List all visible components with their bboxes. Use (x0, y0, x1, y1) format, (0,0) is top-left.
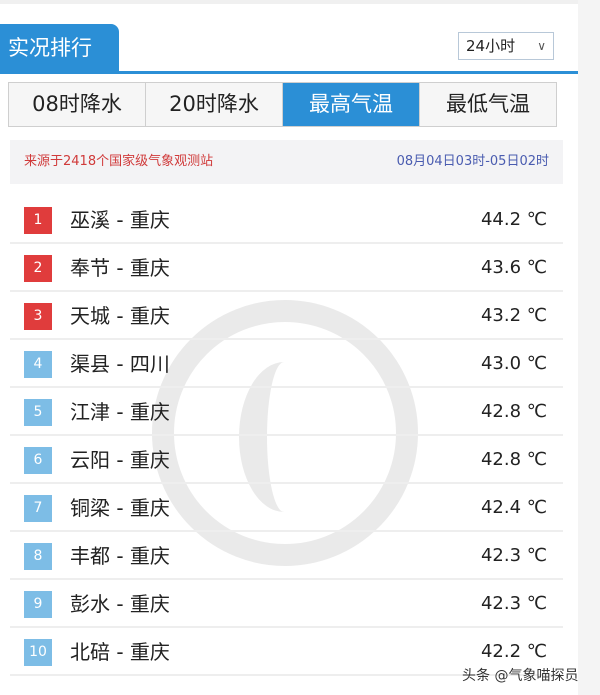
rank-badge: 3 (24, 303, 52, 330)
ranking-row[interactable]: 2 奉节 - 重庆 43.6 ℃ (10, 244, 563, 292)
top-divider (0, 0, 578, 4)
station-name: 丰都 - 重庆 (70, 544, 170, 568)
temperature-value: 44.2 ℃ (480, 209, 547, 230)
ranking-row[interactable]: 3 天城 - 重庆 43.2 ℃ (10, 292, 563, 340)
tab-2[interactable]: 20时降水 (146, 83, 283, 126)
temperature-value: 42.3 ℃ (480, 545, 547, 566)
ranking-row[interactable]: 4 渠县 - 四川 43.0 ℃ (10, 340, 563, 388)
temperature-value: 42.3 ℃ (480, 593, 547, 614)
side-margin (578, 0, 600, 695)
rank-badge: 5 (24, 399, 52, 426)
tab-4[interactable]: 最低气温 (420, 83, 556, 126)
station-name: 铜梁 - 重庆 (70, 496, 170, 520)
ranking-row[interactable]: 5 江津 - 重庆 42.8 ℃ (10, 388, 563, 436)
temperature-value: 42.8 ℃ (480, 449, 547, 470)
credit-watermark: 头条 @气象喵探员 (462, 668, 579, 684)
page-title: 实况排行 (0, 24, 119, 72)
tab-3[interactable]: 最高气温 (283, 83, 420, 126)
temperature-value: 42.4 ℃ (480, 497, 547, 518)
rank-badge: 1 (24, 207, 52, 234)
ranking-row[interactable]: 1 巫溪 - 重庆 44.2 ℃ (10, 196, 563, 244)
temperature-value: 42.2 ℃ (480, 641, 547, 662)
time-range: 08月04日03时-05日02时 (396, 154, 549, 169)
period-select[interactable]: 24小时 ∨ (458, 32, 554, 60)
temperature-value: 43.2 ℃ (480, 305, 547, 326)
ranking-row[interactable]: 7 铜梁 - 重庆 42.4 ℃ (10, 484, 563, 532)
station-name: 云阳 - 重庆 (70, 448, 170, 472)
station-name: 天城 - 重庆 (70, 304, 170, 328)
data-source: 来源于2418个国家级气象观测站 (24, 154, 214, 169)
header: 实况排行 24小时 ∨ (0, 24, 578, 74)
rank-badge: 4 (24, 351, 52, 378)
temperature-value: 43.6 ℃ (480, 257, 547, 278)
station-name: 彭水 - 重庆 (70, 592, 170, 616)
temperature-value: 42.8 ℃ (480, 401, 547, 422)
rank-badge: 9 (24, 591, 52, 618)
rank-badge: 2 (24, 255, 52, 282)
station-name: 北碚 - 重庆 (70, 640, 170, 664)
rank-badge: 10 (24, 639, 52, 666)
chevron-down-icon: ∨ (537, 39, 546, 53)
rank-badge: 6 (24, 447, 52, 474)
temperature-value: 43.0 ℃ (480, 353, 547, 374)
ranking-list: 1 巫溪 - 重庆 44.2 ℃ 2 奉节 - 重庆 43.6 ℃ 3 天城 - 重庆 43.2… (10, 196, 563, 676)
station-name: 奉节 - 重庆 (70, 256, 170, 280)
ranking-row[interactable]: 8 丰都 - 重庆 42.3 ℃ (10, 532, 563, 580)
station-name: 巫溪 - 重庆 (70, 208, 170, 232)
period-value: 24小时 (466, 37, 516, 55)
info-bar: 来源于2418个国家级气象观测站 08月04日03时-05日02时 (10, 140, 563, 184)
station-name: 渠县 - 四川 (70, 352, 170, 376)
rank-badge: 8 (24, 543, 52, 570)
station-name: 江津 - 重庆 (70, 400, 170, 424)
tab-1[interactable]: 08时降水 (9, 83, 146, 126)
rank-badge: 7 (24, 495, 52, 522)
tab-bar: 08时降水 20时降水 最高气温 最低气温 (8, 82, 557, 127)
ranking-row[interactable]: 10 北碚 - 重庆 42.2 ℃ (10, 628, 563, 676)
ranking-row[interactable]: 9 彭水 - 重庆 42.3 ℃ (10, 580, 563, 628)
ranking-row[interactable]: 6 云阳 - 重庆 42.8 ℃ (10, 436, 563, 484)
